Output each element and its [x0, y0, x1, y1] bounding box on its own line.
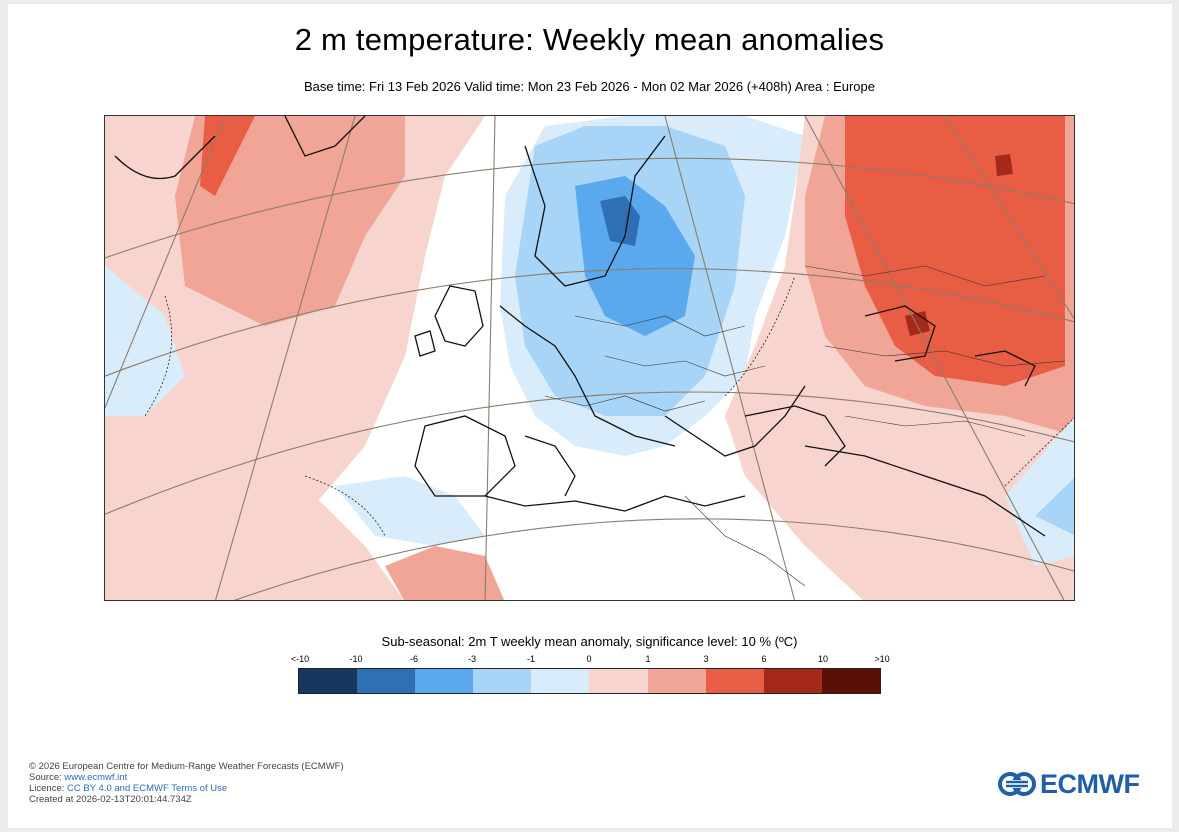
legend-ticks: <-10 -10 -6 -3 -1 0 1 3 6 10 >10: [290, 654, 890, 666]
legend-tick: 3: [703, 654, 709, 664]
legend-tick: -10: [349, 654, 363, 664]
legend-swatch: [589, 669, 648, 693]
ecmwf-logo[interactable]: ECMWF: [998, 768, 1140, 800]
legend-tick: 10: [817, 654, 829, 664]
source-link[interactable]: www.ecmwf.int: [64, 772, 128, 783]
logo-text: ECMWF: [1040, 768, 1140, 799]
legend-tick: -6: [409, 654, 419, 664]
legend-tick: 1: [645, 654, 651, 664]
anomaly-region-atlantic-warm-strong: [175, 116, 405, 326]
legend-colorbar: [298, 668, 881, 694]
legend-title: Sub-seasonal: 2m T weekly mean anomaly, …: [381, 634, 798, 649]
licence-label: Licence:: [29, 783, 68, 794]
significance-contours: [144, 275, 1074, 537]
legend-swatch: [473, 669, 532, 693]
legend-tick: -1: [526, 654, 536, 664]
legend-tick: 6: [761, 654, 767, 664]
created-text: Created at 2026-02-13T20:01:44.734Z: [29, 794, 192, 805]
legend-swatch: [299, 669, 358, 693]
country-borders: [544, 265, 1066, 587]
licence-line: Licence: CC BY 4.0 and ECMWF Terms of Us…: [29, 783, 344, 794]
ecmwf-logo-icon: [998, 772, 1036, 796]
legend-swatch: [415, 669, 474, 693]
map-canvas: [105, 116, 1074, 600]
licence-link[interactable]: CC BY 4.0 and ECMWF Terms of Use: [67, 783, 228, 794]
legend-tick: >10: [874, 654, 890, 664]
legend-tick: -3: [467, 654, 477, 664]
anomaly-map[interactable]: [104, 115, 1075, 601]
anomaly-region-atlantic-cool: [105, 266, 185, 416]
legend-swatch: [821, 669, 880, 693]
legend-swatch: [357, 669, 416, 693]
chart-title: 2 m temperature: Weekly mean anomalies: [294, 22, 885, 57]
legend-swatch: [647, 669, 706, 693]
source-label: Source:: [29, 772, 65, 783]
footer: © 2026 European Centre for Medium-Range …: [29, 761, 344, 805]
source-line: Source: www.ecmwf.int: [29, 772, 344, 783]
chart-subtitle: Base time: Fri 13 Feb 2026 Valid time: M…: [304, 79, 875, 94]
copyright-text: © 2026 European Centre for Medium-Range …: [29, 761, 344, 772]
legend-tick: 0: [586, 654, 592, 664]
legend-swatch: [531, 669, 590, 693]
legend-swatch: [705, 669, 764, 693]
coastlines: [114, 116, 1046, 537]
legend-swatch: [763, 669, 822, 693]
legend-tick: <-10: [290, 654, 310, 664]
